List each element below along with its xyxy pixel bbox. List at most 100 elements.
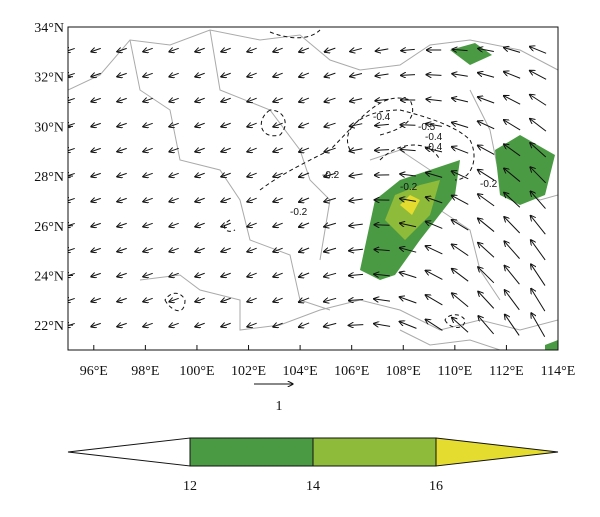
x-tick-label: 108°E: [386, 364, 421, 379]
wind-arrow: [452, 293, 468, 306]
wind-arrow: [169, 223, 178, 226]
wind-arrow: [247, 273, 256, 277]
wind-arrow: [350, 124, 362, 127]
wind-arrow: [273, 98, 282, 102]
wind-arrow: [143, 273, 152, 276]
x-tick-label: 104°E: [283, 364, 318, 379]
wind-arrow: [221, 148, 230, 151]
wind-arrow: [478, 194, 494, 206]
wind-arrow: [299, 323, 309, 327]
wind-arrow: [400, 149, 415, 150]
wind-arrow: [324, 148, 335, 152]
wind-arrow: [169, 148, 178, 151]
wind-arrow: [221, 298, 230, 301]
x-tick-label: 106°E: [334, 364, 369, 379]
wind-arrow: [221, 323, 230, 326]
x-tick-label: 110°E: [438, 364, 473, 379]
wind-arrow: [452, 196, 469, 205]
wind-arrow: [143, 148, 152, 151]
wind-arrow: [169, 248, 178, 251]
colorbar-segment: [313, 438, 436, 466]
wind-arrow: [195, 273, 204, 276]
contour-label: -0.5: [418, 122, 436, 133]
wind-arrow: [247, 98, 256, 102]
wind-arrow: [143, 198, 152, 201]
wind-arrow: [427, 75, 442, 76]
wind-arrow: [221, 223, 230, 226]
x-tick-label: 100°E: [179, 364, 214, 379]
wind-arrow: [349, 174, 362, 176]
wind-arrow: [531, 216, 546, 234]
colorbar-label: 14: [306, 479, 320, 494]
wind-arrow: [65, 298, 74, 301]
wind-arrow: [299, 248, 309, 252]
wind-arrow: [143, 173, 152, 176]
wind-arrow: [143, 73, 152, 76]
wind-arrow: [374, 299, 390, 301]
wind-arrow: [169, 123, 178, 126]
x-tick-label: 112°E: [489, 364, 524, 379]
wind-arrow: [324, 273, 336, 276]
wind-arrow: [221, 198, 230, 201]
wind-arrow: [221, 248, 230, 251]
wind-arrow: [91, 98, 100, 101]
wind-arrow: [247, 48, 256, 52]
wind-arrow: [400, 322, 417, 329]
wind-arrow: [452, 74, 468, 77]
wind-arrow: [400, 174, 416, 176]
wind-arrow: [195, 323, 204, 326]
wind-arrow: [400, 297, 417, 303]
shading: [360, 43, 558, 350]
wind-arrow: [531, 313, 544, 336]
wind-arrow: [91, 148, 100, 151]
wind-arrow: [350, 74, 362, 77]
wind-arrow: [325, 98, 336, 102]
wind-arrow: [65, 48, 74, 51]
colorbar-label: 12: [183, 479, 197, 494]
wind-arrow: [195, 123, 204, 126]
y-tick-label: 26°N: [34, 220, 64, 235]
wind-arrow: [143, 123, 152, 126]
wind-arrow: [169, 323, 178, 326]
wind-arrow: [452, 318, 468, 333]
wind-arrow: [299, 98, 309, 102]
wind-arrow: [349, 325, 364, 326]
wind-arrow: [478, 292, 493, 309]
colorbar-extend-high: [436, 438, 558, 466]
wind-arrow: [273, 73, 282, 77]
wind-arrow: [91, 173, 100, 176]
y-tick-label: 24°N: [34, 269, 64, 284]
wind-arrow: [478, 73, 494, 77]
wind-arrow: [426, 99, 441, 101]
wind-arrow: [504, 217, 519, 233]
wind-arrow: [400, 272, 417, 277]
wind-arrow: [324, 323, 336, 326]
wind-arrow: [65, 148, 74, 151]
x-tick-label: 96°E: [80, 364, 108, 379]
wind-arrow: [195, 98, 204, 101]
wind-arrow: [324, 248, 336, 251]
wind-arrow: [143, 48, 152, 51]
wind-arrow: [221, 98, 230, 101]
wind-arrow: [91, 273, 100, 276]
wind-arrow: [349, 224, 363, 226]
wind-arrow: [169, 298, 178, 301]
colorbar-label: 16: [429, 479, 443, 494]
wind-arrow: [452, 269, 468, 281]
wind-arrow: [478, 316, 493, 334]
wind-arrow: [143, 98, 152, 101]
wind-arrow: [195, 198, 204, 201]
borders: [68, 30, 558, 350]
wind-arrow: [221, 48, 230, 51]
wind-arrow: [91, 248, 100, 251]
wind-arrow: [478, 267, 494, 283]
wind-arrow: [504, 241, 519, 258]
wind-arrow: [505, 266, 520, 284]
x-tick-label: 114°E: [541, 364, 576, 379]
wind-arrow: [117, 148, 126, 151]
wind-arrow: [117, 273, 126, 276]
wind-arrow: [169, 48, 178, 51]
wind-arrow: [401, 49, 415, 50]
wind-arrow: [376, 49, 389, 51]
